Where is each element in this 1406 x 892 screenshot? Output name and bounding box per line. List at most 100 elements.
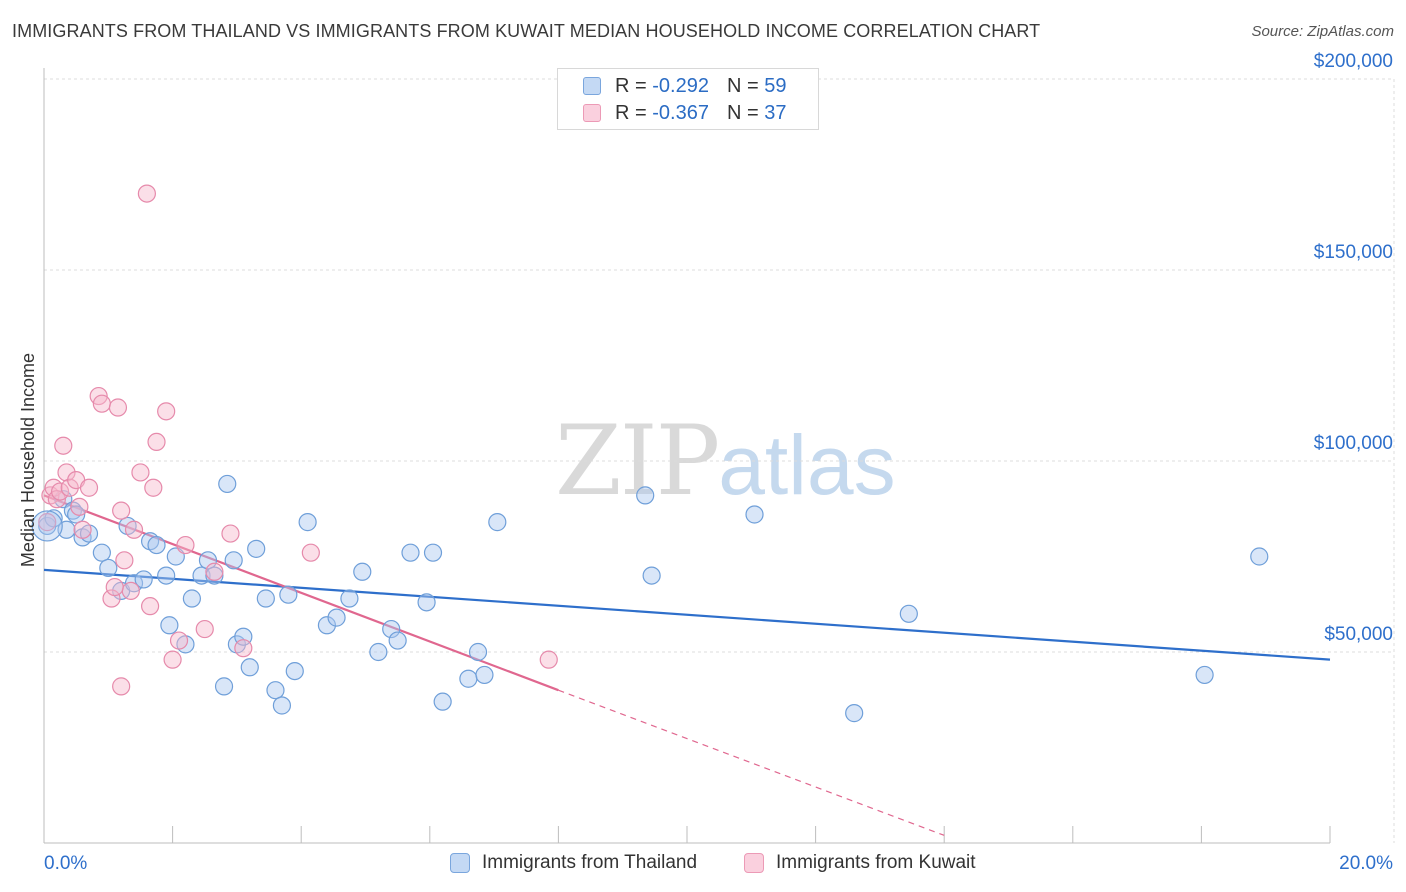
point-thailand <box>99 558 118 578</box>
point-thailand <box>369 642 388 662</box>
legend-row-thailand: R = -0.292 N = 59 <box>583 74 786 98</box>
trend-line-kuwait <box>43 494 559 692</box>
point-kuwait <box>131 463 150 482</box>
point-thailand <box>157 566 176 585</box>
point-thailand <box>298 513 317 532</box>
point-thailand <box>198 551 218 570</box>
data-points <box>31 184 1269 723</box>
point-kuwait <box>92 394 111 413</box>
point-kuwait <box>205 562 224 581</box>
point-thailand <box>636 486 655 505</box>
point-kuwait <box>73 520 92 539</box>
point-thailand <box>382 619 401 639</box>
point-kuwait <box>144 478 163 497</box>
legend-r-value: -0.292 <box>652 74 709 97</box>
y-tick-label: $150,000 <box>1314 242 1393 263</box>
chart-title: IMMIGRANTS FROM THAILAND VS IMMIGRANTS F… <box>12 21 1041 41</box>
point-kuwait <box>105 577 124 597</box>
point-kuwait <box>539 650 558 669</box>
y-axis-label: Median Household Income <box>18 353 38 567</box>
series-swatch-thailand <box>450 853 470 873</box>
point-thailand <box>340 589 359 608</box>
point-kuwait <box>112 677 131 696</box>
legend-swatch-thailand <box>583 77 601 95</box>
trend-line-kuwait-extension <box>558 689 945 836</box>
point-thailand <box>459 669 478 688</box>
point-thailand <box>327 608 346 627</box>
point-kuwait <box>234 639 253 658</box>
point-kuwait <box>70 497 89 516</box>
point-thailand <box>134 570 153 589</box>
point-kuwait <box>169 631 189 650</box>
grid <box>44 78 1395 843</box>
legend-n-label: N = <box>726 101 759 124</box>
point-thailand <box>468 642 488 662</box>
axes <box>43 68 1331 844</box>
point-thailand <box>899 604 918 623</box>
point-kuwait <box>157 402 176 421</box>
point-thailand <box>214 677 234 696</box>
point-thailand <box>388 631 407 650</box>
point-kuwait <box>54 436 73 455</box>
legend-swatch-kuwait <box>583 104 601 122</box>
point-kuwait <box>102 589 121 608</box>
point-kuwait <box>57 463 76 482</box>
point-kuwait <box>221 524 240 543</box>
point-thailand-large <box>31 510 63 542</box>
point-kuwait <box>112 501 131 520</box>
point-thailand <box>1250 547 1269 566</box>
point-kuwait <box>301 543 320 562</box>
y-tick-label: $200,000 <box>1314 51 1393 72</box>
point-kuwait <box>60 478 79 497</box>
point-thailand <box>266 681 285 700</box>
point-thailand <box>433 692 452 711</box>
point-thailand <box>423 543 443 562</box>
point-thailand <box>401 543 420 562</box>
point-kuwait <box>121 581 140 600</box>
legend-r-value: -0.367 <box>652 101 709 124</box>
point-kuwait <box>79 478 99 497</box>
point-thailand <box>182 589 201 608</box>
point-thailand <box>1195 665 1214 685</box>
trend-line-thailand <box>43 568 1331 661</box>
point-kuwait <box>195 619 214 639</box>
series-label-kuwait: Immigrants from Kuwait <box>776 852 976 873</box>
watermark-atlas: atlas <box>718 418 896 512</box>
point-kuwait <box>140 597 160 616</box>
axis-labels: $50,000 $100,000 $150,000 $200,000 0.0% 20.0%… <box>18 51 1393 874</box>
point-thailand <box>845 704 864 723</box>
legend-n-label: N = <box>726 74 759 97</box>
point-thailand <box>279 585 298 604</box>
x-tick-label: 20.0% <box>1339 853 1393 874</box>
point-kuwait <box>147 432 166 451</box>
point-thailand <box>147 535 166 555</box>
point-thailand <box>475 665 494 685</box>
point-kuwait <box>108 398 128 417</box>
series-label-thailand: Immigrants from Thailand <box>482 852 698 873</box>
point-thailand <box>218 474 237 494</box>
point-kuwait <box>50 482 70 501</box>
point-thailand <box>160 616 179 635</box>
point-thailand <box>642 566 661 585</box>
point-thailand <box>240 658 259 677</box>
point-thailand <box>285 661 304 681</box>
y-tick-label: $100,000 <box>1314 433 1393 454</box>
point-thailand <box>272 696 292 715</box>
point-kuwait <box>115 551 134 570</box>
point-thailand <box>353 562 372 581</box>
chart-source: Source: ZipAtlas.com <box>1251 23 1394 40</box>
legend-r-label: R = <box>615 101 647 124</box>
legend-n-value: 37 <box>764 101 787 124</box>
point-kuwait <box>176 535 195 555</box>
series-legend: Immigrants from Thailand Immigrants from… <box>0 852 1406 878</box>
point-thailand <box>247 539 266 558</box>
point-thailand <box>92 543 111 562</box>
legend-row-kuwait: R = -0.367 N = 37 <box>583 101 786 125</box>
correlation-legend: R = -0.292 N = 59 R = -0.367 N = 37 <box>557 68 819 130</box>
trend-lines <box>43 494 1331 836</box>
point-thailand <box>317 616 337 635</box>
point-thailand <box>417 593 436 612</box>
series-legend-thailand: Immigrants from Thailand <box>450 852 697 874</box>
point-thailand <box>205 566 224 585</box>
